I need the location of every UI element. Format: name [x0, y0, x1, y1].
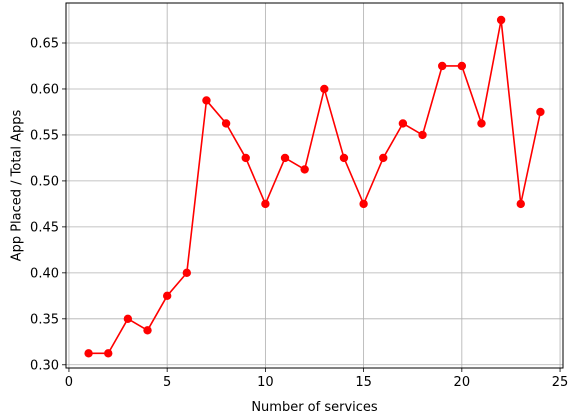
data-point	[516, 199, 525, 209]
data-point	[437, 61, 447, 71]
y-axis-ticks: 0.30 0.35 0.40 0.45 0.50 0.55 0.60 0.65	[30, 36, 66, 373]
data-point	[221, 119, 231, 128]
data-point	[280, 153, 290, 163]
data-point	[536, 107, 545, 117]
data-point	[398, 119, 408, 128]
data-point	[84, 349, 93, 358]
data-point	[123, 314, 133, 324]
data-point	[320, 84, 329, 94]
data-point	[182, 268, 192, 278]
y-tick-label: 0.40	[30, 266, 59, 281]
data-point	[300, 165, 309, 174]
data-point	[202, 96, 211, 105]
data-point	[379, 153, 388, 163]
x-tick-label: 15	[355, 375, 372, 390]
x-tick-label: 20	[454, 375, 471, 390]
data-point	[339, 153, 349, 163]
y-tick-label: 0.60	[30, 82, 59, 97]
data-point	[261, 199, 270, 209]
y-tick-label: 0.65	[30, 36, 59, 51]
x-tick-label: 0	[65, 375, 73, 390]
data-point	[104, 349, 113, 358]
data-point	[418, 130, 427, 140]
x-tick-label: 5	[163, 375, 171, 390]
data-point	[477, 119, 486, 128]
y-tick-label: 0.55	[30, 128, 59, 143]
x-tick-label: 10	[257, 375, 274, 390]
data-point	[162, 291, 172, 301]
data-point	[143, 326, 152, 335]
y-tick-label: 0.50	[30, 174, 59, 189]
y-tick-label: 0.45	[30, 220, 59, 235]
y-tick-label: 0.35	[30, 312, 59, 327]
data-point	[359, 199, 368, 209]
x-tick-label: 25	[552, 375, 569, 390]
grid-lines	[66, 3, 563, 368]
data-point	[241, 153, 250, 163]
x-axis-ticks: 0 5 10 15 20 25	[65, 368, 569, 390]
plot-frame	[65, 2, 564, 369]
series-line	[88, 19, 542, 355]
x-axis-label: Number of services	[251, 400, 378, 415]
y-axis-label: App Placed / Total Apps	[10, 109, 25, 261]
data-point	[457, 61, 467, 71]
series-layer	[84, 15, 545, 358]
data-point	[496, 15, 506, 25]
y-tick-label: 0.30	[30, 358, 59, 373]
